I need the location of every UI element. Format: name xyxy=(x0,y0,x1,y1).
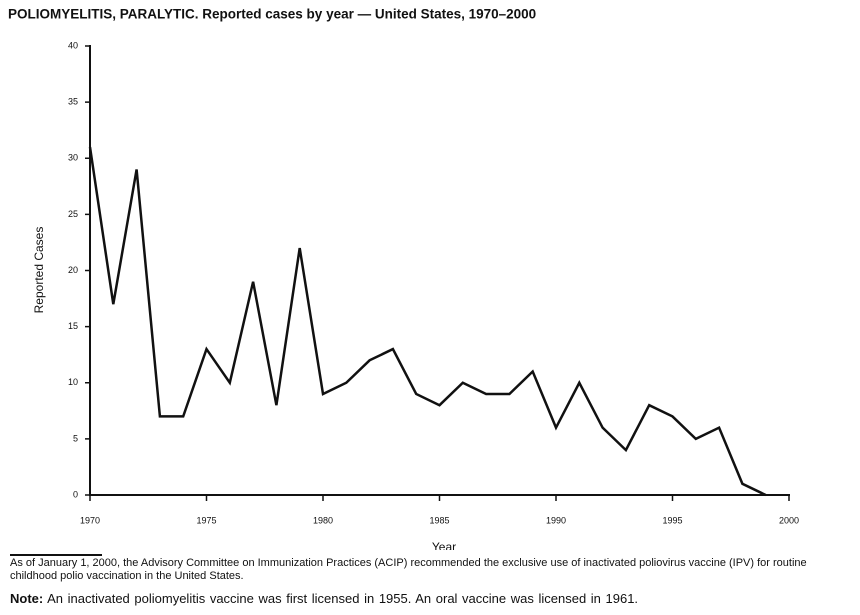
y-tick-label: 35 xyxy=(68,97,78,107)
x-tick-label: 1980 xyxy=(313,515,333,525)
note: Note: An inactivated poliomyelitis vacci… xyxy=(10,591,638,606)
note-label: Note: xyxy=(10,591,44,606)
y-tick-label: 30 xyxy=(68,153,78,163)
x-tick-label: 2000 xyxy=(779,515,799,525)
y-tick-label: 40 xyxy=(68,40,78,50)
y-tick-label: 5 xyxy=(73,433,78,443)
y-tick-label: 20 xyxy=(68,265,78,275)
data-line xyxy=(88,146,767,497)
footnote: As of January 1, 2000, the Advisory Comm… xyxy=(10,557,807,582)
chart: POLIOMYELITIS, PARALYTIC. Reported cases… xyxy=(8,7,799,550)
x-axis-label: Year xyxy=(432,540,456,550)
y-tick-label: 0 xyxy=(73,489,78,499)
chart-title: POLIOMYELITIS, PARALYTIC. Reported cases… xyxy=(8,7,536,22)
y-tick-label: 15 xyxy=(68,321,78,331)
x-tick-label: 1975 xyxy=(196,515,216,525)
y-tick-label: 25 xyxy=(68,209,78,219)
y-tick-label: 10 xyxy=(68,377,78,387)
note-text: An inactivated poliomyelitis vaccine was… xyxy=(47,591,639,606)
x-tick-label: 1995 xyxy=(662,515,682,525)
x-tick-label: 1970 xyxy=(80,515,100,525)
x-tick-label: 1985 xyxy=(429,515,449,525)
x-tick-label: 1990 xyxy=(546,515,566,525)
y-axis-label: Reported Cases xyxy=(32,227,46,314)
